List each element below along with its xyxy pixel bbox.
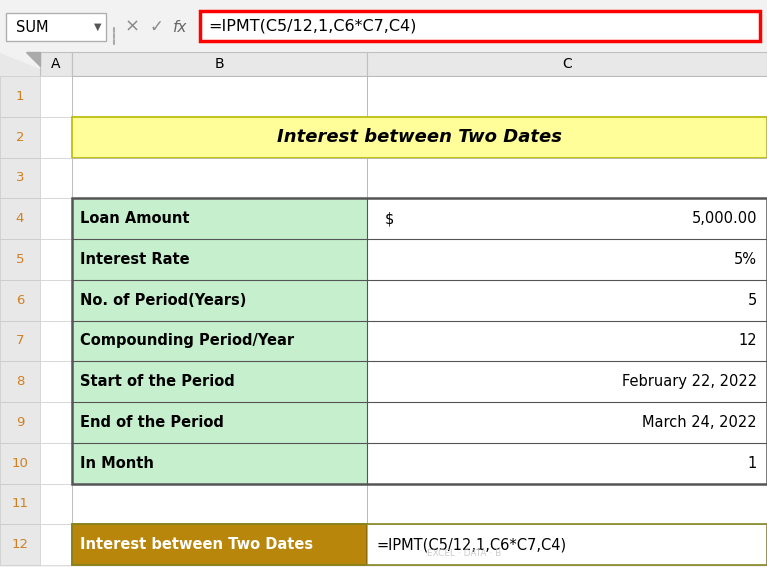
Bar <box>367 158 767 198</box>
Bar <box>72 52 367 76</box>
Text: 1: 1 <box>748 456 757 471</box>
Polygon shape <box>0 52 40 67</box>
Text: EXCEL · DATA · B: EXCEL · DATA · B <box>427 549 502 558</box>
Bar <box>0 443 40 484</box>
Bar <box>0 76 40 117</box>
Text: 9: 9 <box>16 416 25 429</box>
Text: SUM: SUM <box>16 19 48 35</box>
Text: 5: 5 <box>748 293 757 308</box>
Text: $: $ <box>385 211 394 226</box>
Bar <box>72 76 367 117</box>
Bar <box>72 239 367 280</box>
Text: Interest Rate: Interest Rate <box>80 252 189 267</box>
Bar <box>72 158 367 198</box>
Bar <box>40 443 72 484</box>
Bar <box>0 402 40 443</box>
Text: 6: 6 <box>16 294 25 307</box>
Text: ×: × <box>124 18 140 36</box>
Bar <box>72 361 367 402</box>
Text: ✓: ✓ <box>149 18 163 36</box>
Bar <box>72 443 367 484</box>
Text: fx: fx <box>173 19 187 35</box>
Text: 5: 5 <box>16 253 25 266</box>
Text: 10: 10 <box>12 456 28 469</box>
Bar <box>367 320 767 361</box>
Bar <box>40 117 72 158</box>
Bar <box>0 484 40 524</box>
Bar <box>367 524 767 565</box>
Text: Compounding Period/Year: Compounding Period/Year <box>80 333 294 348</box>
Bar <box>40 524 72 565</box>
Text: ▼: ▼ <box>94 22 102 32</box>
Text: =IPMT(C5/12,1,C6*C7,C4): =IPMT(C5/12,1,C6*C7,C4) <box>377 537 567 552</box>
Bar <box>200 11 760 41</box>
Bar <box>40 76 72 117</box>
Bar <box>72 280 367 320</box>
Bar <box>72 198 367 239</box>
Text: =IPMT(C5/12,1,C6*C7,C4): =IPMT(C5/12,1,C6*C7,C4) <box>208 19 416 33</box>
Text: A: A <box>51 57 61 71</box>
Bar <box>40 280 72 320</box>
Text: In Month: In Month <box>80 456 154 471</box>
Bar <box>72 117 767 158</box>
Bar <box>40 361 72 402</box>
Text: C: C <box>562 57 572 71</box>
Bar <box>0 320 40 361</box>
Text: Interest between Two Dates: Interest between Two Dates <box>80 537 313 552</box>
Text: B: B <box>215 57 224 71</box>
Bar <box>0 239 40 280</box>
Text: 12: 12 <box>739 333 757 348</box>
Text: 11: 11 <box>12 497 28 510</box>
Text: March 24, 2022: March 24, 2022 <box>643 415 757 430</box>
Bar <box>72 484 367 524</box>
Text: Loan Amount: Loan Amount <box>80 211 189 226</box>
Bar <box>40 239 72 280</box>
Text: 7: 7 <box>16 335 25 348</box>
Bar <box>0 117 40 158</box>
Bar <box>367 361 767 402</box>
Text: Start of the Period: Start of the Period <box>80 374 235 389</box>
Bar <box>72 402 367 443</box>
Text: Interest between Two Dates: Interest between Two Dates <box>277 128 562 146</box>
Bar <box>367 198 767 239</box>
Bar <box>367 280 767 320</box>
Bar <box>367 239 767 280</box>
Bar <box>367 484 767 524</box>
Bar <box>0 198 40 239</box>
Bar <box>0 52 767 76</box>
Bar <box>72 524 367 565</box>
Bar <box>6 13 106 41</box>
Bar <box>0 0 767 52</box>
Text: 12: 12 <box>12 538 28 551</box>
Bar <box>367 76 767 117</box>
Polygon shape <box>26 52 40 66</box>
Text: 8: 8 <box>16 375 25 388</box>
Bar <box>40 320 72 361</box>
Text: 1: 1 <box>16 90 25 103</box>
Bar <box>40 484 72 524</box>
Bar <box>40 52 72 76</box>
Text: 3: 3 <box>16 171 25 184</box>
Bar <box>0 524 40 565</box>
Bar <box>367 52 767 76</box>
Bar <box>72 320 367 361</box>
Bar <box>0 361 40 402</box>
Text: No. of Period(Years): No. of Period(Years) <box>80 293 246 308</box>
Bar <box>367 402 767 443</box>
Bar <box>367 443 767 484</box>
Text: 2: 2 <box>16 130 25 143</box>
Text: 5,000.00: 5,000.00 <box>692 211 757 226</box>
Bar <box>40 158 72 198</box>
Bar <box>40 402 72 443</box>
Text: End of the Period: End of the Period <box>80 415 224 430</box>
Text: 5%: 5% <box>734 252 757 267</box>
Bar <box>0 158 40 198</box>
Bar <box>72 198 767 484</box>
Bar <box>0 280 40 320</box>
Bar <box>40 198 72 239</box>
Text: 4: 4 <box>16 212 25 225</box>
Bar <box>72 524 767 565</box>
Text: February 22, 2022: February 22, 2022 <box>622 374 757 389</box>
